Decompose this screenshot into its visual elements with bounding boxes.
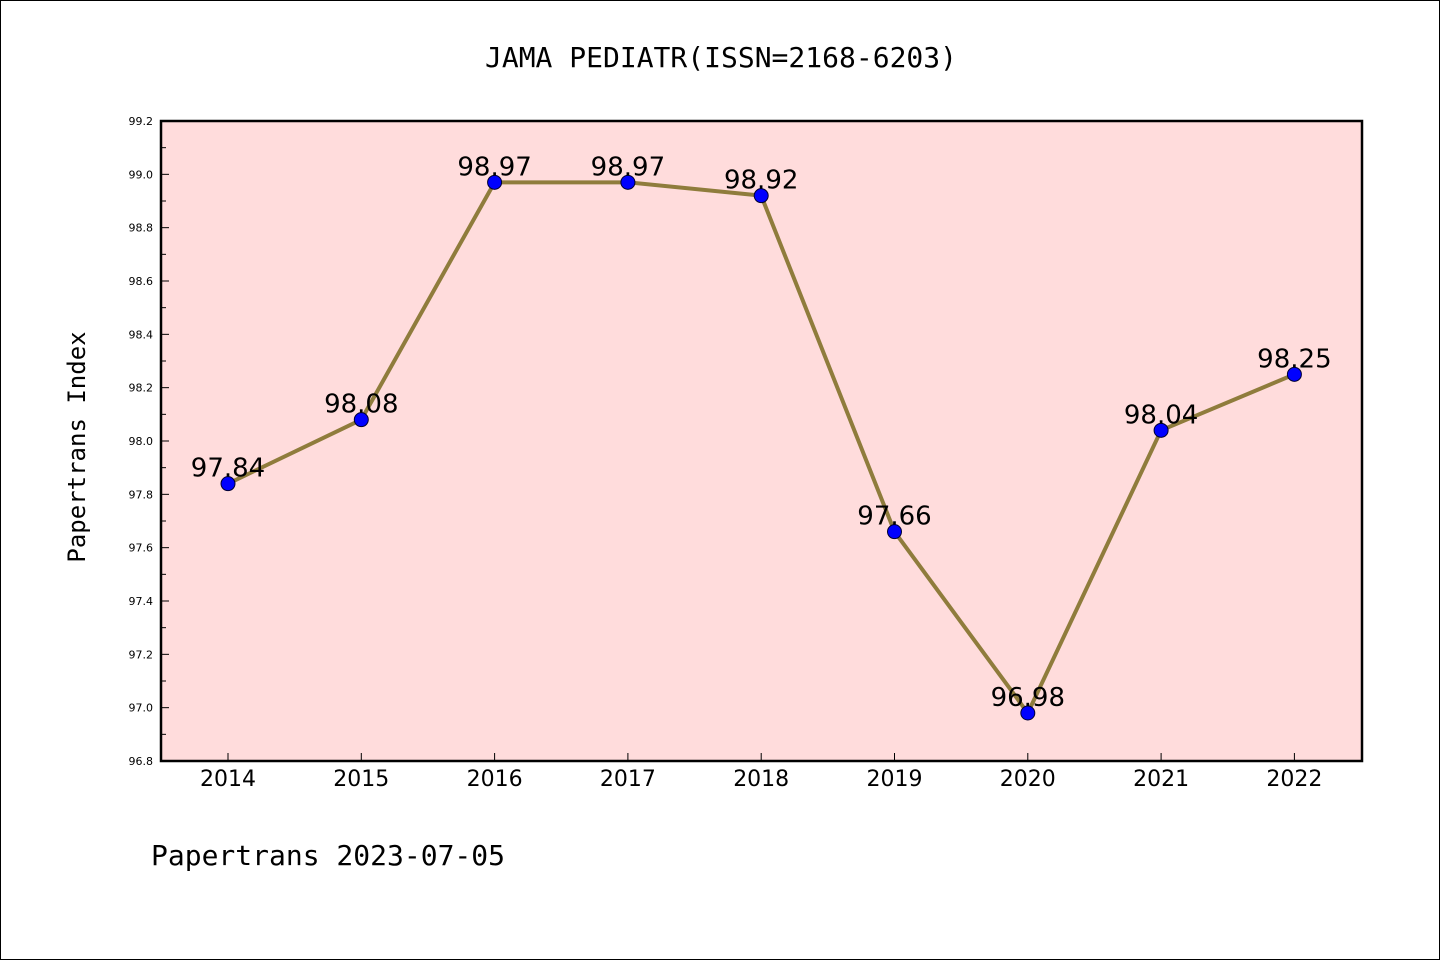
data-point (1153, 422, 1169, 438)
data-labels: 97.84 98.08 98.97 98.97 98.92 97.66 96.98 98.04… (191, 152, 1332, 713)
x-tick-label: 2020 (1000, 767, 1056, 792)
data-point (887, 524, 902, 540)
data-label: 98.97 (457, 152, 531, 182)
data-point (620, 174, 636, 190)
x-tick-label: 2021 (1133, 767, 1189, 792)
x-tick-label: 2022 (1266, 767, 1322, 792)
y-tick-label: 98.2 (129, 382, 154, 395)
x-tick-label: 2019 (867, 767, 923, 792)
y-tick-label: 97.0 (129, 702, 154, 715)
y-tick-label: 97.4 (129, 595, 154, 608)
y-tick-label: 97.6 (129, 542, 154, 555)
x-tick-label: 2015 (333, 767, 389, 792)
y-tick-label: 98.4 (129, 328, 154, 341)
y-tick-label: 98.8 (129, 222, 154, 235)
data-label: 98.08 (324, 390, 398, 420)
x-tick-label: 2014 (200, 767, 256, 792)
data-label: 98.04 (1124, 400, 1198, 430)
data-point (753, 188, 769, 204)
data-label: 98.25 (1257, 344, 1331, 374)
data-point (220, 476, 236, 492)
data-markers (220, 174, 1302, 721)
y-tick-label: 98.6 (129, 275, 154, 288)
plot-border (159, 119, 1364, 763)
data-label: 98.92 (724, 166, 798, 196)
data-label: 97.84 (191, 454, 265, 484)
data-point (1020, 705, 1036, 721)
data-label: 96.98 (991, 683, 1065, 713)
plot-area (161, 121, 1362, 761)
footer-text: Papertrans 2023-07-05 (151, 839, 505, 872)
x-tick-label: 2018 (733, 767, 789, 792)
data-point (1286, 366, 1302, 382)
y-tick-label: 96.8 (129, 755, 154, 768)
data-point (353, 412, 369, 428)
y-tick-label: 98.0 (129, 435, 154, 448)
chart-title: JAMA PEDIATR(ISSN=2168-6203) (485, 41, 957, 74)
data-label: 98.97 (591, 152, 665, 182)
x-tick-label: 2017 (600, 767, 656, 792)
y-tick-label: 99.2 (129, 115, 154, 128)
y-tick-label: 97.8 (129, 488, 154, 501)
y-tick-label: 97.2 (129, 648, 154, 661)
y-axis-label: Papertrans Index (63, 331, 91, 562)
y-axis: 96.8 97.0 97.2 97.4 97.6 97.8 98.0 98.2 98.4 98.6… (129, 115, 169, 768)
x-tick-label: 2016 (467, 767, 523, 792)
x-axis: 2014 2015 2016 2017 2018 2019 2020 2021 2022 (200, 753, 1322, 792)
data-point (487, 174, 503, 190)
y-tick-label: 99.0 (129, 168, 154, 181)
data-label: 97.66 (857, 502, 931, 532)
